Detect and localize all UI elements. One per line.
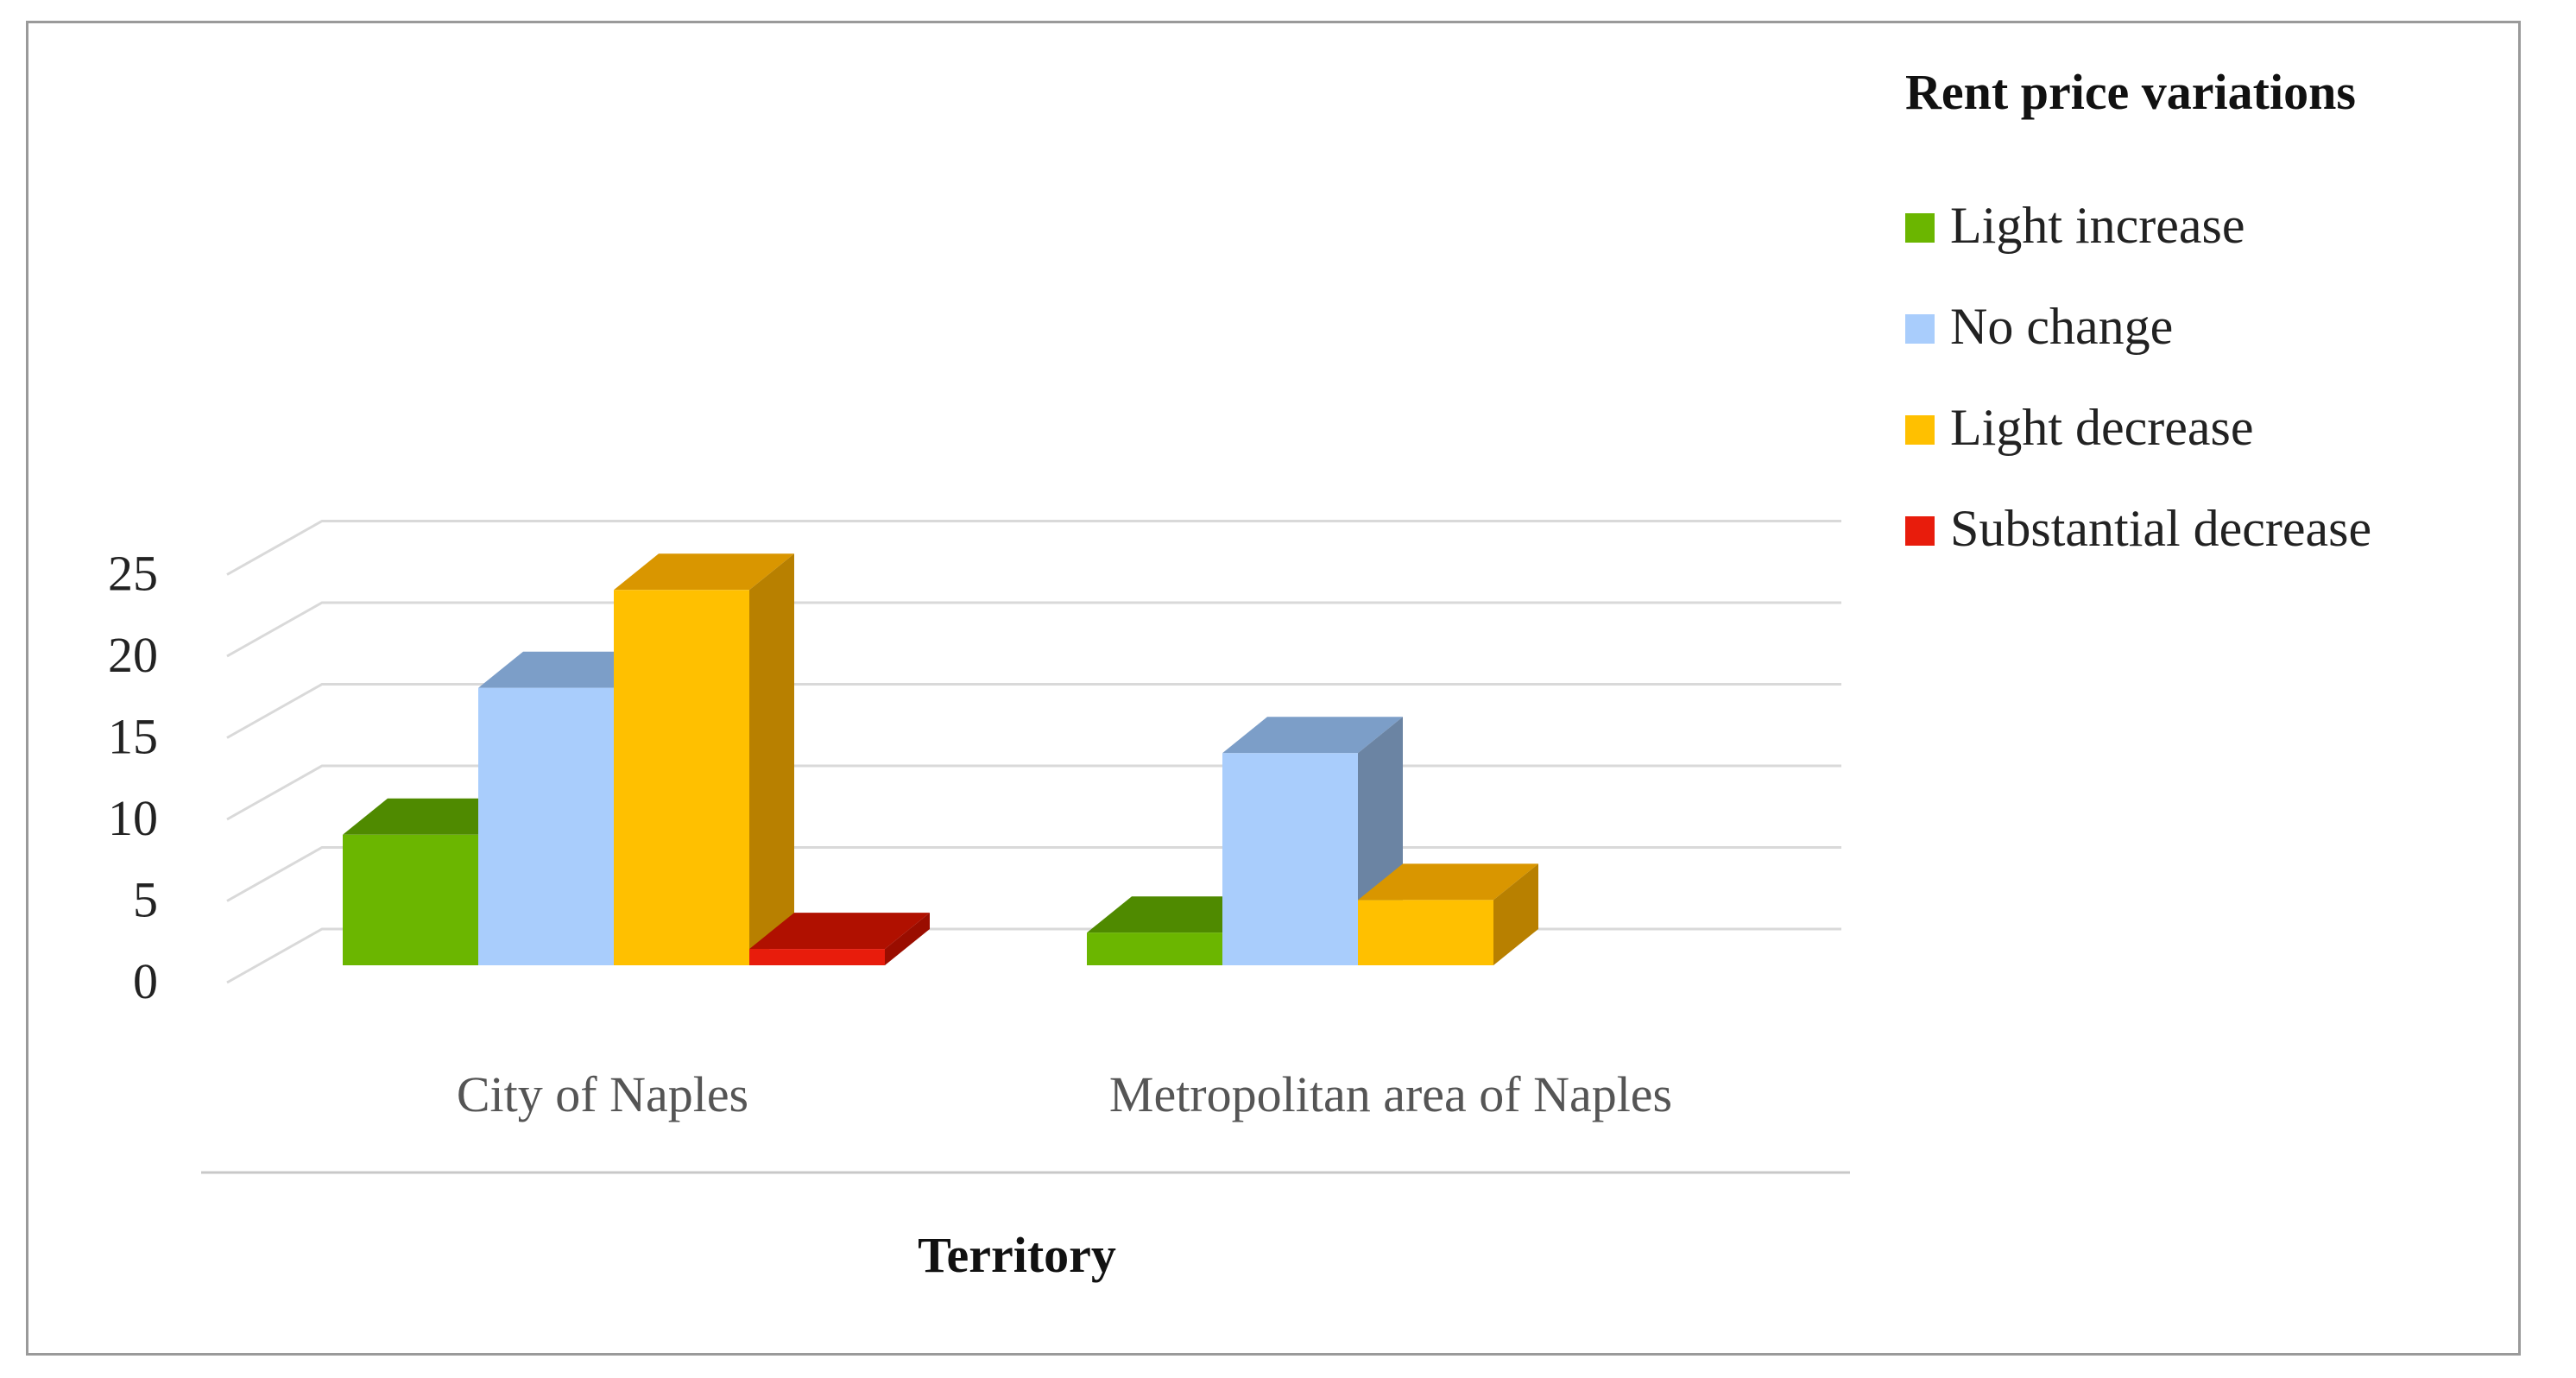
legend-item: Light decrease	[1905, 399, 2253, 456]
legend-label: Light increase	[1950, 197, 2245, 254]
legend: Light increase No change Light decrease Sub…	[1905, 197, 2371, 557]
chart-frame: 0 5 10 15 20 25 City of Naples Metropolitan ar…	[26, 21, 2521, 1356]
bar-front	[478, 687, 614, 965]
bar-front	[614, 590, 749, 965]
legend-label: Light decrease	[1950, 399, 2253, 456]
bar	[749, 913, 930, 965]
gridline	[226, 520, 1841, 576]
legend-swatch	[1905, 415, 1935, 445]
bar-front	[749, 949, 885, 965]
bar-top	[614, 553, 794, 591]
bar-side	[885, 913, 930, 965]
legend-item: Light increase	[1905, 197, 2245, 254]
bar	[614, 553, 794, 965]
bar-front	[1358, 900, 1493, 965]
gridline	[226, 683, 1841, 739]
y-tick-label: 0	[133, 953, 158, 1009]
legend-label: Substantial decrease	[1950, 500, 2371, 557]
bar-front	[343, 834, 478, 965]
x-category-label: Metropolitan area of Naples	[1109, 1066, 1672, 1122]
bar-side	[1493, 863, 1538, 965]
y-tick-label: 5	[133, 872, 158, 928]
legend-swatch	[1905, 516, 1935, 546]
bar-front	[1222, 753, 1358, 965]
gridline	[226, 601, 1841, 658]
bar-top	[749, 913, 930, 950]
bar-top	[1222, 717, 1403, 754]
bar-top	[478, 651, 659, 688]
y-tick-label: 15	[108, 709, 158, 765]
legend-label: No change	[1950, 298, 2173, 355]
legend-swatch	[1905, 314, 1935, 344]
legend-swatch	[1905, 213, 1935, 243]
y-tick-label: 10	[108, 790, 158, 846]
bar	[1358, 863, 1538, 965]
legend-item: Substantial decrease	[1905, 500, 2371, 557]
bars	[343, 553, 1538, 965]
legend-item: No change	[1905, 298, 2173, 355]
bar-chart: 0 5 10 15 20 25 City of Naples Metropolitan ar…	[108, 64, 2371, 1283]
y-tick-label: 20	[108, 627, 158, 683]
bar-top	[1358, 863, 1538, 901]
bar-front	[1087, 932, 1222, 965]
x-axis-categories: City of Naples Metropolitan area of Naple…	[457, 1066, 1672, 1122]
bar-top	[343, 798, 523, 835]
y-axis-ticks: 0 5 10 15 20 25	[108, 546, 158, 1010]
legend-title: Rent price variations	[1905, 64, 2356, 120]
bar-top	[1087, 896, 1267, 933]
y-tick-label: 25	[108, 546, 158, 602]
x-axis-label: Territory	[918, 1227, 1116, 1283]
x-category-label: City of Naples	[457, 1066, 748, 1122]
bar-side	[749, 553, 794, 965]
